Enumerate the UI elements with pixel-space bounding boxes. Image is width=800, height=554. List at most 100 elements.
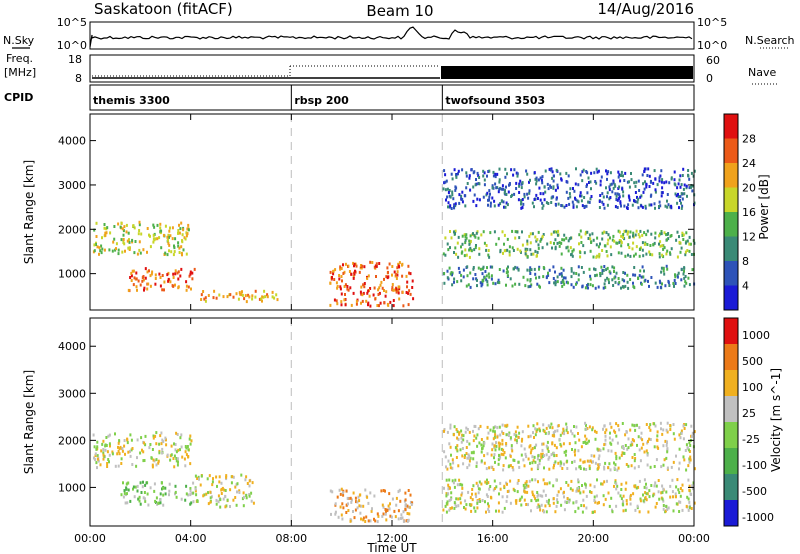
data-pixel <box>468 176 471 180</box>
data-pixel <box>181 455 184 459</box>
data-pixel <box>476 444 479 448</box>
x-tick-label: 16:00 <box>477 532 509 545</box>
data-pixel <box>556 186 559 190</box>
data-pixel <box>111 452 114 456</box>
colorbar-swatch <box>724 422 738 449</box>
data-pixel <box>560 241 563 245</box>
data-pixel <box>688 242 691 246</box>
data-pixel <box>625 502 628 506</box>
data-pixel <box>542 428 545 432</box>
data-pixel <box>254 295 257 299</box>
data-pixel <box>144 499 147 503</box>
data-pixel <box>580 241 583 244</box>
colorbar-swatch <box>724 212 738 237</box>
data-pixel <box>454 229 457 233</box>
data-pixel <box>550 201 553 204</box>
data-pixel <box>192 500 195 504</box>
data-pixel <box>601 482 604 486</box>
data-pixel <box>586 230 589 234</box>
data-pixel <box>334 512 337 516</box>
data-pixel <box>659 232 662 236</box>
data-pixel <box>655 458 658 462</box>
data-pixel <box>541 442 543 446</box>
data-pixel <box>693 430 696 434</box>
data-pixel <box>580 235 583 239</box>
data-pixel <box>344 262 347 266</box>
data-pixel <box>637 276 640 280</box>
data-pixel <box>614 463 617 467</box>
data-pixel <box>339 505 342 509</box>
data-pixel <box>340 487 343 491</box>
data-pixel <box>490 496 493 500</box>
data-pixel <box>683 284 686 288</box>
data-pixel <box>445 465 447 469</box>
data-pixel <box>604 285 607 289</box>
data-pixel <box>246 482 249 485</box>
colorbar-tick-label: -25 <box>742 433 760 446</box>
data-pixel <box>574 441 577 445</box>
data-pixel <box>401 516 404 520</box>
data-pixel <box>443 281 446 285</box>
data-pixel <box>622 233 625 236</box>
data-pixel <box>607 170 610 174</box>
data-pixel <box>539 429 541 433</box>
data-pixel <box>387 270 389 274</box>
data-pixel <box>397 262 400 266</box>
colorbar-tick-label: 8 <box>742 255 749 268</box>
data-pixel <box>117 248 120 252</box>
data-pixel <box>336 285 339 288</box>
data-pixel <box>536 428 539 432</box>
data-pixel <box>518 465 521 469</box>
data-pixel <box>506 172 508 176</box>
data-pixel <box>615 271 618 275</box>
data-pixel <box>180 445 183 449</box>
data-pixel <box>477 236 480 240</box>
data-pixel <box>148 269 150 273</box>
data-pixel <box>502 468 505 472</box>
data-pixel <box>646 441 649 445</box>
data-pixel <box>170 250 173 254</box>
data-pixel <box>175 450 178 454</box>
data-pixel <box>385 518 388 522</box>
data-pixel <box>675 485 678 489</box>
data-pixel <box>616 198 619 202</box>
data-pixel <box>668 284 671 287</box>
data-pixel <box>478 247 481 251</box>
data-pixel <box>126 437 129 441</box>
data-pixel <box>371 507 373 511</box>
data-pixel <box>611 238 614 242</box>
data-pixel <box>260 297 263 301</box>
data-pixel <box>479 424 482 428</box>
data-pixel <box>661 490 664 494</box>
data-pixel <box>117 252 120 256</box>
data-pixel <box>461 242 464 246</box>
data-pixel <box>625 229 628 233</box>
data-pixel <box>454 478 457 482</box>
data-pixel <box>358 270 361 274</box>
data-pixel <box>129 276 132 279</box>
data-pixel <box>449 462 452 466</box>
data-pixel <box>560 281 563 285</box>
data-pixel <box>449 497 452 501</box>
data-pixel <box>575 425 578 429</box>
data-pixel <box>618 240 621 244</box>
data-pixel <box>667 237 670 241</box>
data-pixel <box>141 279 144 283</box>
data-pixel <box>682 167 685 171</box>
data-pixel <box>390 515 393 519</box>
data-pixel <box>473 193 476 197</box>
data-pixel <box>360 285 363 289</box>
data-pixel <box>190 501 193 505</box>
data-pixel <box>674 275 677 279</box>
data-pixel <box>444 253 447 257</box>
data-pixel <box>497 237 500 241</box>
data-pixel <box>503 506 506 510</box>
data-pixel <box>568 192 571 196</box>
data-pixel <box>364 488 367 492</box>
data-pixel <box>666 450 669 454</box>
data-pixel <box>540 503 543 507</box>
data-pixel <box>644 204 647 208</box>
data-pixel <box>686 446 689 450</box>
data-pixel <box>462 462 465 466</box>
data-pixel <box>616 468 619 472</box>
